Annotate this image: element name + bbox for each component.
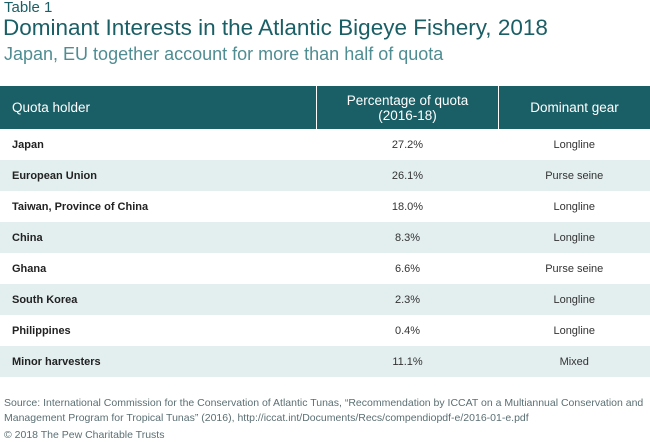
header-percentage-line1: Percentage of quota — [346, 92, 469, 108]
cell-percentage: 26.1% — [391, 169, 424, 182]
cell-dominant-gear: Longline — [553, 293, 596, 306]
cell-percentage: 0.4% — [394, 324, 421, 337]
cell-quota-holder: Japan — [12, 138, 44, 151]
table-row: Japan 27.2% Longline — [0, 129, 650, 160]
cell-dominant-gear: Purse seine — [545, 262, 604, 275]
table-title: Dominant Interests in the Atlantic Bigey… — [3, 15, 548, 40]
cell-dominant-gear: Longline — [553, 324, 596, 337]
cell-dominant-gear: Mixed — [559, 355, 589, 368]
cell-percentage: 6.6% — [394, 262, 421, 275]
cell-dominant-gear: Longline — [553, 200, 596, 213]
cell-percentage: 2.3% — [394, 293, 421, 306]
table-subtitle: Japan, EU together account for more than… — [4, 44, 444, 64]
cell-quota-holder: Ghana — [12, 262, 47, 275]
header-percentage-line2: (2016-18) — [378, 107, 437, 123]
cell-percentage: 11.1% — [392, 355, 423, 368]
source-note: Source: International Commission for the… — [4, 397, 644, 424]
quota-table: Quota holder Percentage of quota (2016-1… — [0, 86, 650, 377]
cell-dominant-gear: Longline — [553, 231, 596, 244]
cell-quota-holder: South Korea — [12, 293, 78, 306]
table-row: Ghana 6.6% Purse seine — [0, 253, 650, 284]
table-label: Table 1 — [4, 0, 53, 16]
copyright-note: © 2018 The Pew Charitable Trusts — [4, 429, 165, 441]
cell-quota-holder: European Union — [12, 169, 97, 182]
header-dominant-gear: Dominant gear — [530, 100, 619, 115]
cell-quota-holder: Philippines — [12, 324, 71, 337]
table-row: Taiwan, Province of China 18.0% Longline — [0, 191, 650, 222]
header-row: Quota holder Percentage of quota (2016-1… — [0, 86, 650, 129]
table-header: Quota holder Percentage of quota (2016-1… — [0, 86, 650, 129]
cell-percentage: 27.2% — [391, 138, 424, 151]
cell-quota-holder: Taiwan, Province of China — [12, 200, 149, 213]
cell-quota-holder: China — [12, 231, 43, 244]
cell-percentage: 8.3% — [394, 231, 421, 244]
cell-dominant-gear: Purse seine — [545, 169, 604, 182]
cell-percentage: 18.0% — [391, 200, 424, 213]
header-quota-holder: Quota holder — [12, 100, 91, 115]
table-row: China 8.3% Longline — [0, 222, 650, 253]
table-body: Japan 27.2% Longline European Union 26.1… — [0, 129, 650, 377]
table-row: South Korea 2.3% Longline — [0, 284, 650, 315]
cell-dominant-gear: Longline — [553, 138, 596, 151]
table-row: Philippines 0.4% Longline — [0, 315, 650, 346]
table-row: Minor harvesters 11.1% Mixed — [0, 346, 650, 377]
header-percentage: Percentage of quota (2016-18) — [316, 86, 499, 129]
table-row: European Union 26.1% Purse seine — [0, 160, 650, 191]
cell-quota-holder: Minor harvesters — [12, 355, 101, 368]
